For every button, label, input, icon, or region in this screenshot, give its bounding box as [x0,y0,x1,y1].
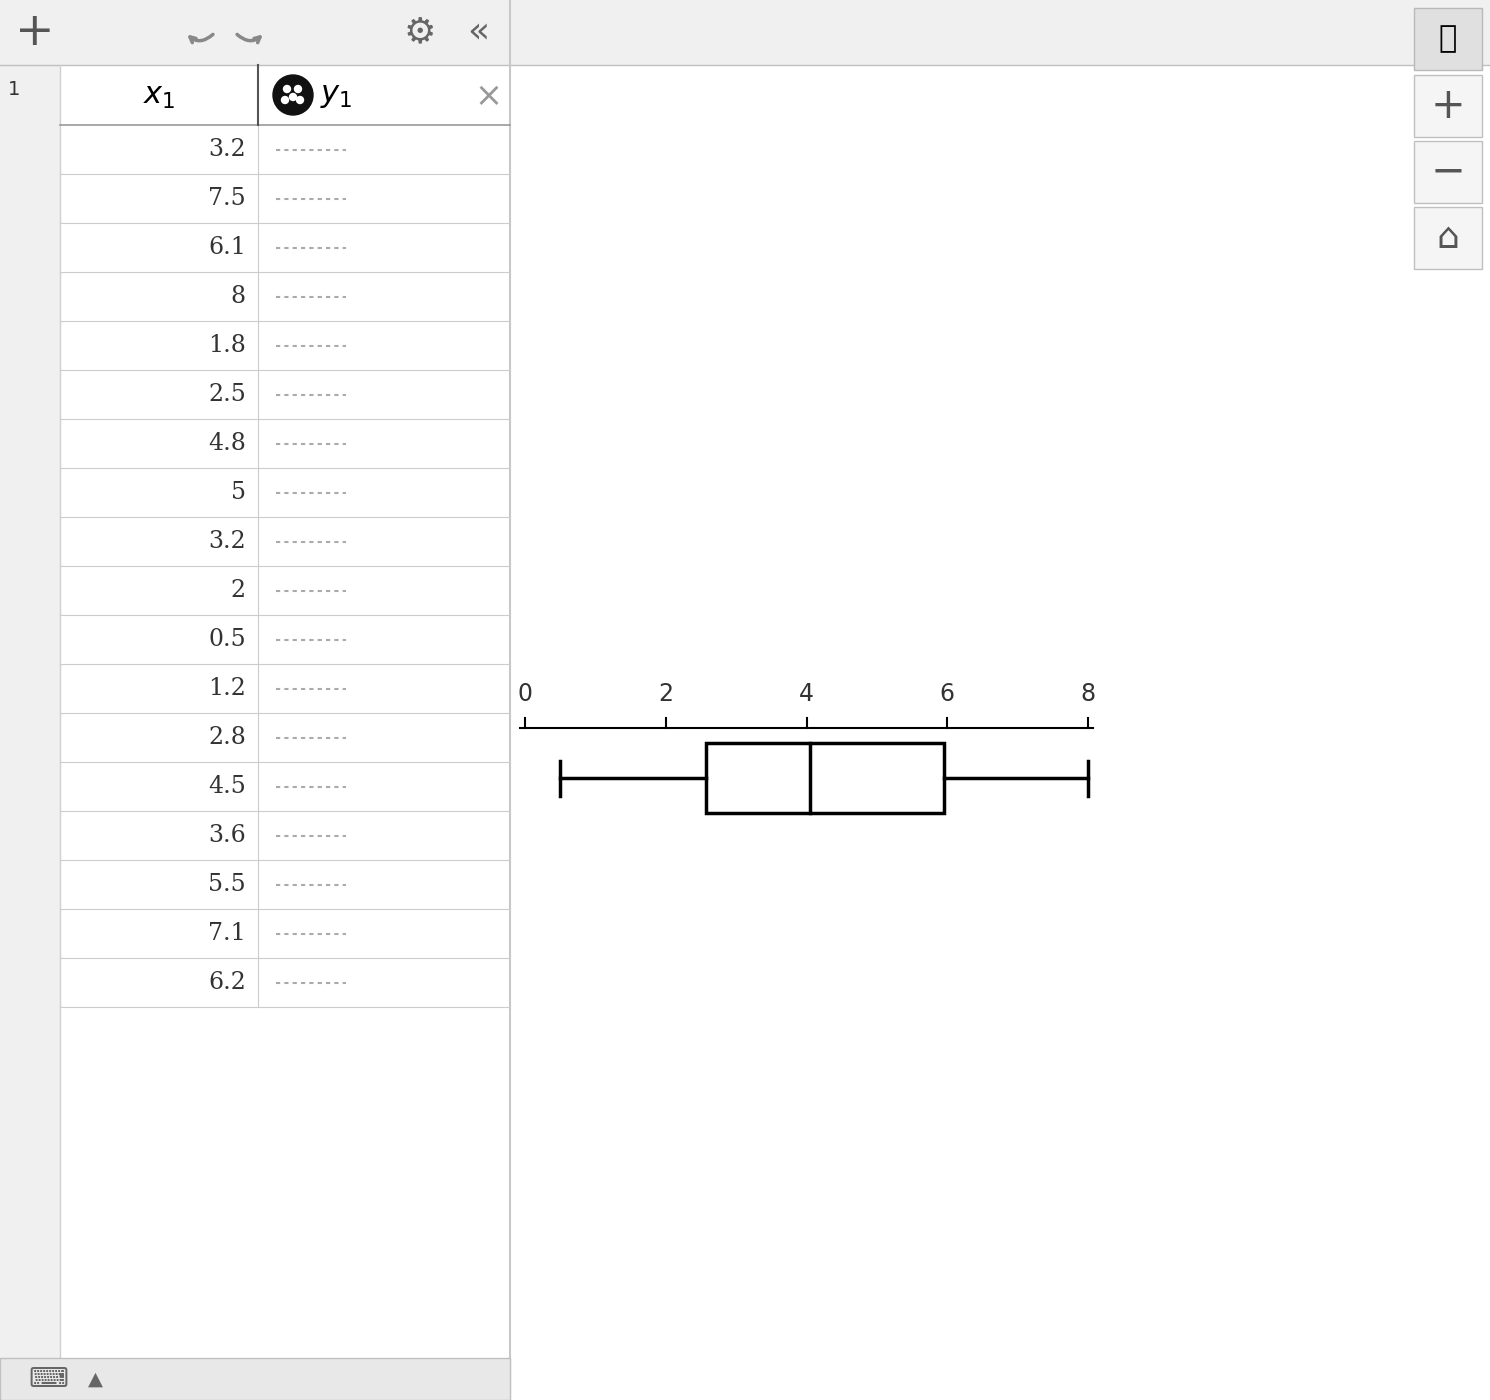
Text: 2: 2 [231,580,246,602]
Bar [1414,207,1483,269]
Text: $x_1$: $x_1$ [143,80,176,111]
Circle shape [283,85,291,92]
Bar [60,64,510,1400]
Text: 3.2: 3.2 [209,531,246,553]
Circle shape [297,97,304,104]
Text: 🔧: 🔧 [1439,24,1457,53]
Bar [706,743,943,813]
Text: 1.2: 1.2 [209,678,246,700]
Text: 2.5: 2.5 [209,384,246,406]
Text: 4: 4 [799,682,814,706]
Text: 8: 8 [1080,682,1095,706]
Circle shape [273,76,313,115]
Bar [0,64,60,1400]
Bar [510,64,1490,1400]
Text: ⌨: ⌨ [28,1365,69,1393]
Text: ⚙: ⚙ [404,15,437,49]
Text: 2.8: 2.8 [209,727,246,749]
Circle shape [289,94,297,101]
Text: 1.8: 1.8 [209,335,246,357]
Text: «: « [466,15,489,49]
Circle shape [295,85,301,92]
Bar [1414,141,1483,203]
Text: 6: 6 [940,682,955,706]
Text: −: − [1430,151,1466,193]
Text: 0.5: 0.5 [209,629,246,651]
Text: ⌂: ⌂ [1436,221,1459,255]
Text: $y_1$: $y_1$ [320,80,352,111]
Circle shape [282,97,289,104]
Text: 7.5: 7.5 [209,188,246,210]
Text: 5.5: 5.5 [209,874,246,896]
Text: ×: × [474,80,502,113]
Text: 8: 8 [231,286,246,308]
Bar [1414,8,1483,70]
Text: +: + [1430,85,1465,127]
Text: 4.5: 4.5 [209,776,246,798]
Text: ▲: ▲ [88,1369,103,1389]
Text: 5: 5 [231,482,246,504]
Text: 0: 0 [517,682,532,706]
Text: 6.1: 6.1 [209,237,246,259]
Text: 1: 1 [7,80,21,99]
Bar [1414,76,1483,137]
Text: 3.6: 3.6 [209,825,246,847]
Text: 3.2: 3.2 [209,139,246,161]
Bar [0,0,1490,64]
Text: 6.2: 6.2 [209,972,246,994]
Bar [0,1358,510,1400]
Text: +: + [15,10,55,55]
Text: 4.8: 4.8 [209,433,246,455]
Text: 2: 2 [659,682,673,706]
Text: 7.1: 7.1 [209,923,246,945]
